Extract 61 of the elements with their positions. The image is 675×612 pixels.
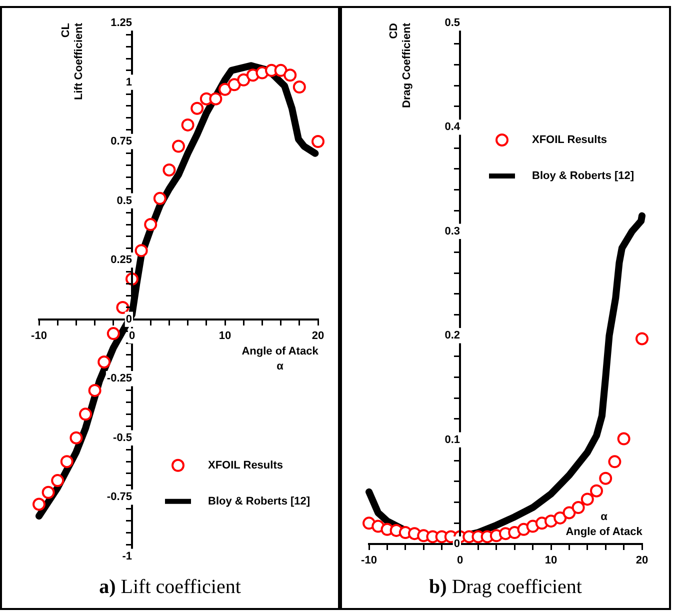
y-tick-label: 0.5 bbox=[444, 17, 460, 30]
point bbox=[218, 82, 232, 96]
point bbox=[134, 244, 148, 258]
point bbox=[32, 498, 46, 511]
text: b) Drag coefficient bbox=[428, 576, 583, 599]
point bbox=[572, 501, 585, 514]
point bbox=[162, 163, 176, 176]
point bbox=[79, 408, 92, 421]
point bbox=[636, 332, 648, 346]
point bbox=[116, 300, 130, 314]
x-axis-title: Angle of Atack α bbox=[242, 345, 320, 372]
point bbox=[580, 492, 594, 506]
point bbox=[209, 92, 222, 106]
point bbox=[590, 484, 603, 498]
x-tick-label: 10 bbox=[218, 330, 232, 342]
y-tick-label: 0 bbox=[126, 313, 132, 326]
point bbox=[292, 80, 306, 94]
y-tick-label: 0.1 bbox=[444, 434, 460, 446]
point bbox=[98, 356, 111, 369]
y-tick-label: 1 bbox=[126, 76, 132, 88]
x-tick-label: -10 bbox=[361, 554, 377, 567]
x-axis-title: α Angle of Atack bbox=[566, 511, 644, 538]
legend-label: XFOIL Results bbox=[532, 134, 607, 146]
y-tick-label: 0 bbox=[454, 538, 460, 550]
point bbox=[181, 118, 194, 132]
y-tick-label: 0.5 bbox=[116, 194, 132, 207]
y-tick-label: 1.25 bbox=[110, 17, 132, 30]
point bbox=[70, 431, 83, 444]
y-tick-label: 0.2 bbox=[444, 330, 460, 342]
point bbox=[284, 68, 297, 82]
legend-label: Bloy & Roberts [12] bbox=[208, 495, 310, 508]
point bbox=[42, 486, 55, 499]
point bbox=[617, 432, 630, 446]
x-tick-label: 20 bbox=[636, 554, 648, 567]
point bbox=[608, 455, 622, 468]
y-tick-label: 0.75 bbox=[110, 136, 132, 148]
y-tick-label: -1 bbox=[122, 550, 132, 562]
x-tick-label: 10 bbox=[544, 554, 558, 567]
point bbox=[106, 327, 120, 340]
point bbox=[153, 192, 166, 205]
x-tick-label: -10 bbox=[31, 330, 47, 342]
y-axis-title: CL Lift Coefficient bbox=[60, 22, 86, 100]
point bbox=[51, 474, 64, 488]
point bbox=[190, 102, 204, 115]
y-tick-label: 0.25 bbox=[110, 254, 132, 266]
y-tick-label: -0.25 bbox=[106, 372, 132, 385]
y-tick-label: -0.75 bbox=[106, 491, 132, 504]
y-tick-label: -0.5 bbox=[113, 432, 132, 444]
point bbox=[144, 218, 158, 232]
y-tick-label: 0.4 bbox=[444, 121, 461, 134]
point bbox=[172, 140, 185, 153]
point bbox=[60, 455, 74, 468]
point bbox=[312, 135, 324, 148]
legend-label: Bloy & Roberts [12] bbox=[532, 170, 634, 182]
x-tick-label: 20 bbox=[312, 330, 324, 342]
legend-label: XFOIL Results bbox=[208, 459, 283, 472]
text: a) Lift coefficient bbox=[98, 576, 242, 599]
y-tick-label: 0.3 bbox=[444, 225, 460, 238]
y-axis-title: CD Drag Coefficient bbox=[388, 22, 414, 108]
point bbox=[88, 384, 102, 397]
point bbox=[599, 472, 612, 485]
